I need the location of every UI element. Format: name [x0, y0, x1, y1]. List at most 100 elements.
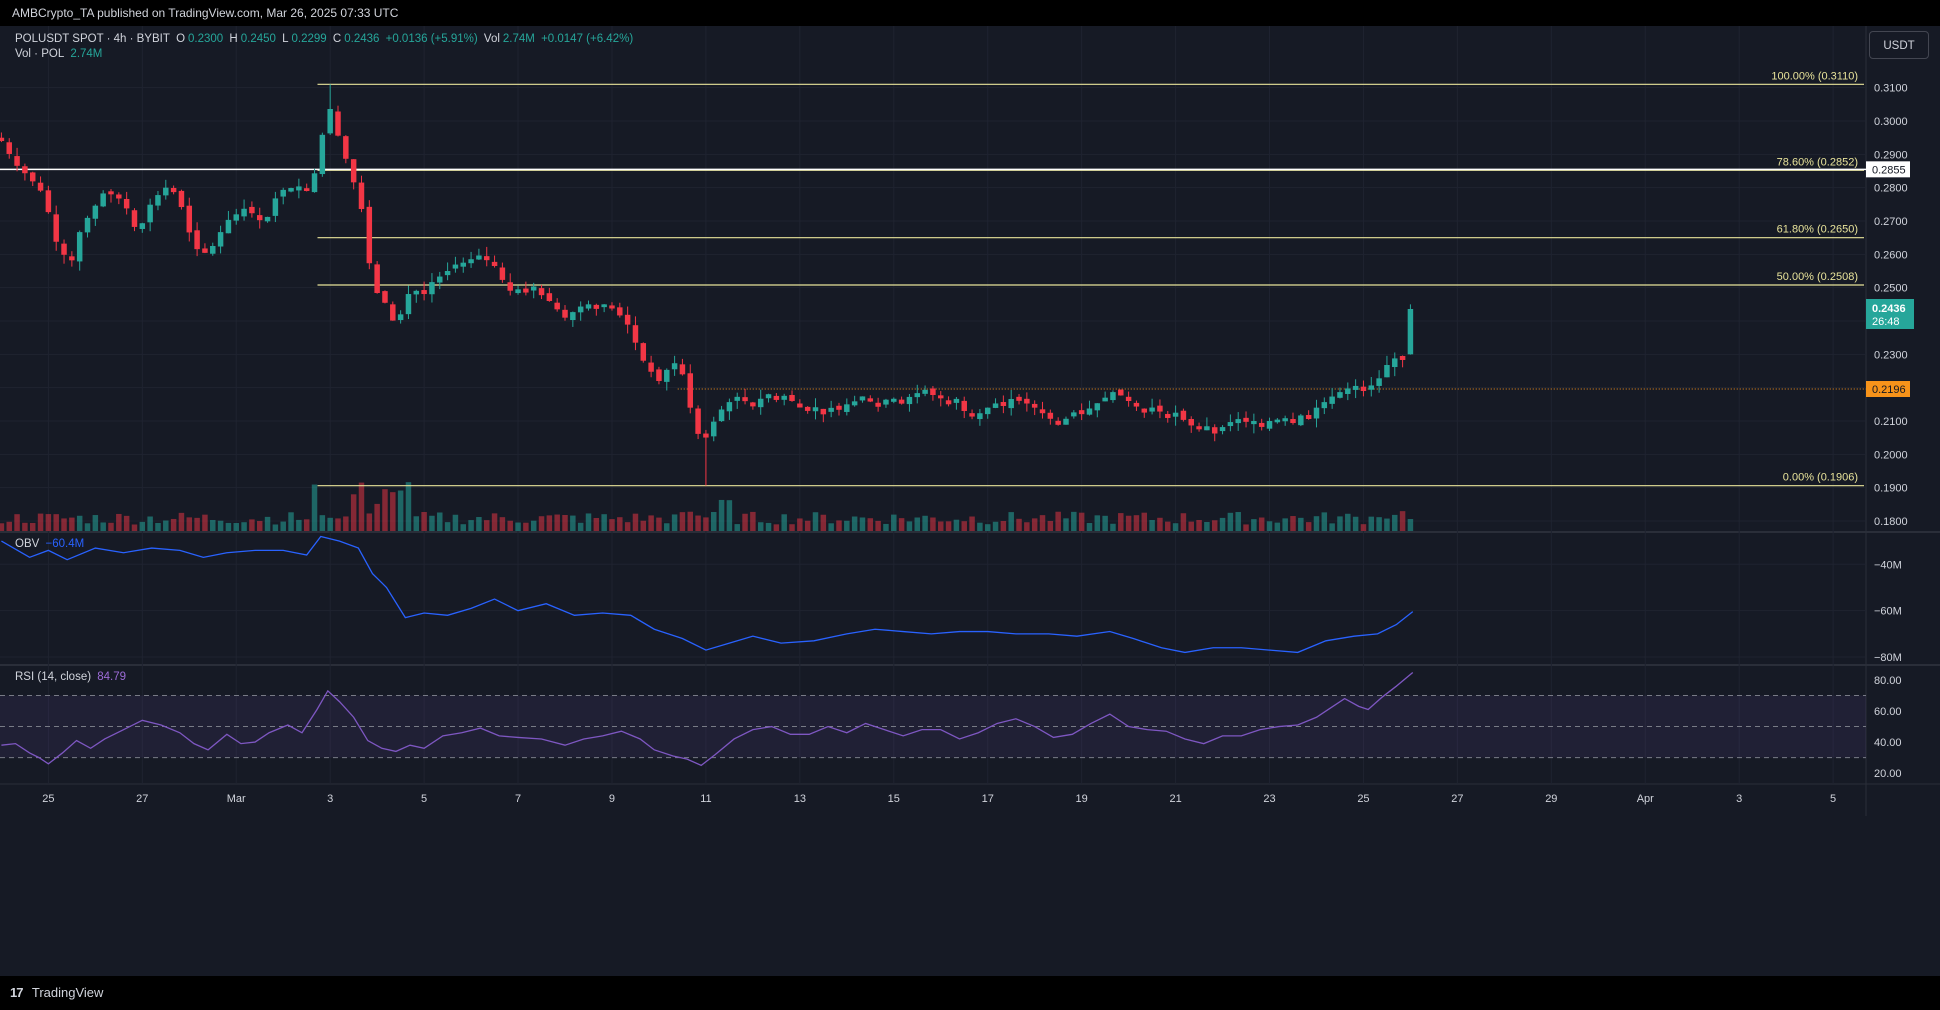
volume-bar [155, 522, 161, 531]
volume-bar [562, 514, 568, 531]
volume-bar [358, 482, 365, 531]
symbol-label[interactable]: POLUSDT SPOT · 4h · BYBIT [15, 33, 170, 45]
volume-bar [977, 522, 983, 531]
time-tick-label: 21 [1169, 793, 1181, 805]
candle-body [280, 189, 286, 197]
volume-bar [1016, 518, 1022, 531]
volume-bar [1290, 516, 1296, 531]
price-tick-label: 0.1800 [1874, 516, 1908, 528]
obv-tick-label: −80M [1874, 652, 1902, 664]
volume-bar [413, 516, 420, 531]
volume-bar [515, 522, 521, 531]
candle-body [609, 305, 615, 309]
volume-bar [577, 522, 584, 531]
candle-body [288, 188, 294, 192]
volume-bar [711, 512, 717, 531]
candle-body [335, 111, 341, 136]
rsi-band-fill [0, 695, 1866, 758]
volume-bar [898, 518, 905, 531]
volume-bar [116, 513, 122, 531]
volume-bar [1282, 518, 1288, 531]
volume-bar [210, 519, 216, 531]
volume-pane-value: 2.74M [70, 48, 103, 60]
currency-button[interactable]: USDT [1869, 31, 1929, 59]
candle-body [1024, 398, 1030, 404]
tradingview-logo-icon[interactable]: 17 [10, 985, 24, 1000]
candle-body [812, 407, 819, 412]
footer: 17 TradingView [0, 976, 1940, 1010]
candle-body [1157, 405, 1163, 412]
volume-bar [1047, 520, 1054, 531]
candle-body [45, 190, 52, 213]
candle-body [1086, 408, 1093, 415]
candle-body [319, 134, 326, 175]
volume-bar [1258, 517, 1265, 531]
volume-bar [742, 513, 748, 531]
volume-bar [671, 514, 678, 531]
orange-level-label: 0.2196 [1872, 384, 1906, 396]
candle-body [906, 396, 913, 405]
candle-body [452, 264, 459, 269]
volume-bar [1399, 511, 1406, 531]
volume-bar [703, 517, 709, 531]
volume-bar [374, 503, 380, 531]
volume-bar [765, 522, 772, 531]
candle-body [139, 223, 146, 229]
level-badge-label: 0.2855 [1872, 164, 1906, 176]
candle-body [116, 194, 122, 199]
volume-bar [1392, 514, 1398, 531]
open-value: 0.2300 [188, 33, 224, 45]
price-tick-label: 0.2300 [1874, 349, 1908, 361]
candle-body [1384, 365, 1390, 378]
candle-body [734, 396, 740, 401]
candle-body [382, 291, 388, 303]
volume-bar [546, 515, 553, 531]
volume-bar [1368, 516, 1375, 531]
candle-body [750, 402, 756, 407]
candle-body [1055, 420, 1061, 425]
volume-bar [429, 515, 435, 531]
candle-body [1235, 419, 1241, 424]
volume-bar [1204, 521, 1210, 531]
volume-bar [883, 523, 889, 531]
fib-level-label: 78.60% (0.2852) [1777, 156, 1858, 168]
volume-bar [217, 520, 224, 531]
volume-bar [734, 524, 740, 531]
volume-bar [538, 516, 545, 531]
tradingview-brand[interactable]: TradingView [31, 985, 104, 1000]
volume-bar [1305, 522, 1312, 531]
volume-bar [632, 513, 639, 531]
time-tick-label: 17 [982, 793, 994, 805]
candle-body [37, 182, 44, 191]
low-label: L [282, 33, 289, 45]
candle-body [726, 402, 733, 412]
candle-body [296, 186, 302, 191]
time-tick-label: 5 [1830, 793, 1836, 805]
chart-canvas[interactable]: 25 27 Mar 3 5 7 9 11 13 15 17 19 21 23 25 27 29 Apr 3 5 0.31… [0, 26, 1940, 976]
candle-body [945, 400, 952, 405]
volume-bar [1180, 513, 1187, 531]
volume-bar [202, 514, 208, 531]
candle-body [617, 307, 623, 316]
publisher-line: AMBCrypto_TA published on TradingView.co… [12, 6, 399, 20]
candle-body [1345, 388, 1351, 394]
time-tick-label: Apr [1637, 793, 1654, 805]
volume-bar [664, 523, 670, 531]
volume-bar [37, 513, 44, 531]
fib-level-label: 100.00% (0.3110) [1771, 70, 1858, 82]
volume-bar [1071, 511, 1077, 531]
volume-bar [1337, 516, 1343, 531]
volume-bar [1165, 521, 1171, 531]
candle-body [1399, 355, 1406, 360]
candle-body [405, 294, 412, 315]
chart-container[interactable]: 25 27 Mar 3 5 7 9 11 13 15 17 19 21 23 25 27 29 Apr 3 5 0.31… [0, 26, 1940, 976]
volume-bar [303, 519, 310, 531]
candle-body [507, 282, 513, 291]
volume-bar [969, 516, 975, 531]
volume-bar [804, 520, 811, 531]
volume-bar [1211, 520, 1218, 531]
candle-body [170, 187, 177, 193]
volume-bar [1360, 524, 1367, 531]
time-tick-label: 7 [515, 793, 521, 805]
volume-bar [984, 524, 991, 531]
